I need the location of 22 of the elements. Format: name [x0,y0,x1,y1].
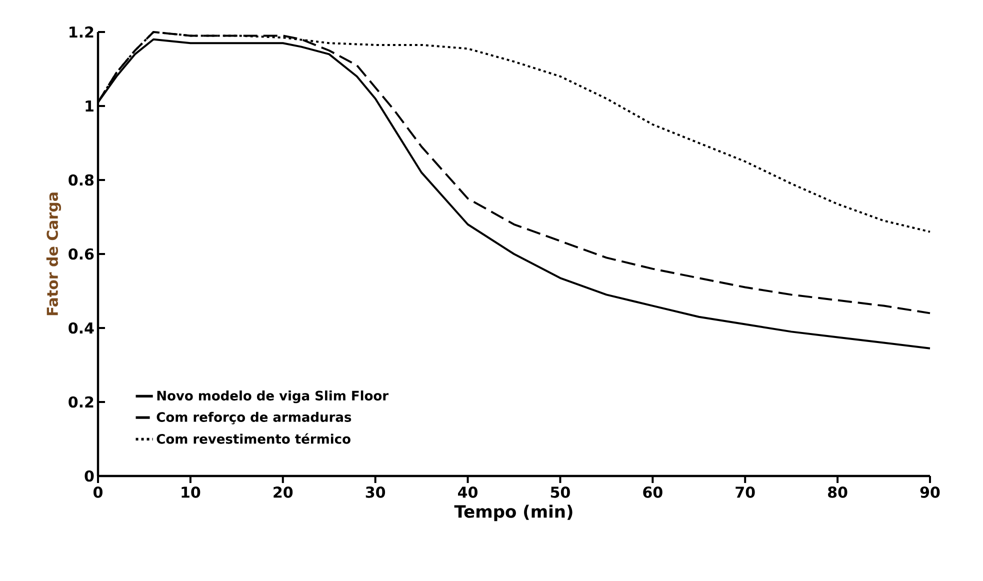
y-tick-label: 0.4 [68,322,94,334]
y-tick-label: 0.8 [68,174,94,186]
y-tick-label: 1.2 [70,26,94,38]
y-tick-label: 0.2 [68,396,94,408]
y-tick-label: 1 [86,100,94,112]
x-tick-label: 90 [920,486,940,498]
x-tick-label: 70 [736,486,755,498]
x-tick-label: 80 [828,486,848,498]
x-tick-label: 50 [550,486,570,498]
x-tick-label: 30 [366,486,386,498]
x-tick-label: 60 [643,486,662,498]
y-tick-label: 0.6 [68,248,94,260]
x-tick-label: 40 [458,486,478,498]
y-tick-label: 0 [84,470,94,482]
y-axis-title: Fator de Carga [46,192,62,316]
x-tick-label: 0 [94,486,102,498]
legend-label: Com reforço de armaduras [156,412,352,424]
x-axis-title: Tempo (min) [454,504,572,522]
x-tick-label: 10 [182,486,200,498]
legend-label: Com revestimento térmico [156,433,350,444]
x-tick-label: 20 [274,486,293,498]
legend-label: Novo modelo de viga Slim Floor [157,390,389,404]
